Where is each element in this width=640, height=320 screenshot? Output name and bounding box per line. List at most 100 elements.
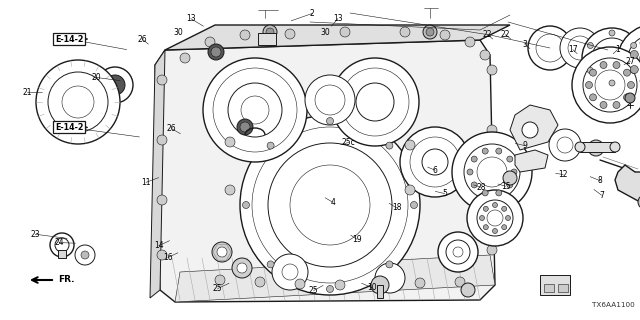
Circle shape <box>386 261 393 268</box>
Circle shape <box>75 245 95 265</box>
Text: 20: 20 <box>91 73 101 82</box>
Circle shape <box>217 247 227 257</box>
Circle shape <box>630 43 637 49</box>
Polygon shape <box>175 255 495 302</box>
Circle shape <box>467 169 473 175</box>
Circle shape <box>267 142 274 149</box>
Circle shape <box>455 277 465 287</box>
Circle shape <box>212 242 232 262</box>
Text: FR.: FR. <box>58 276 74 284</box>
Circle shape <box>225 185 235 195</box>
Circle shape <box>415 278 425 288</box>
Text: 26: 26 <box>166 124 177 133</box>
Circle shape <box>272 254 308 290</box>
Circle shape <box>205 37 215 47</box>
Circle shape <box>240 30 250 40</box>
Circle shape <box>438 232 478 272</box>
Circle shape <box>203 58 307 162</box>
Text: 22: 22 <box>483 30 492 39</box>
Polygon shape <box>155 40 495 302</box>
Circle shape <box>157 75 167 85</box>
Circle shape <box>282 264 298 280</box>
Circle shape <box>208 44 224 60</box>
Circle shape <box>638 195 640 209</box>
Circle shape <box>477 157 507 187</box>
Circle shape <box>97 67 133 103</box>
Circle shape <box>225 137 235 147</box>
Circle shape <box>487 65 497 75</box>
Circle shape <box>157 250 167 260</box>
Circle shape <box>266 28 274 36</box>
Circle shape <box>477 200 513 236</box>
Circle shape <box>549 129 581 161</box>
Circle shape <box>625 93 635 103</box>
Text: 9: 9 <box>522 141 527 150</box>
Circle shape <box>522 122 538 138</box>
Circle shape <box>480 50 490 60</box>
Circle shape <box>36 60 120 144</box>
Circle shape <box>487 125 497 135</box>
Text: 12: 12 <box>559 170 568 179</box>
Polygon shape <box>515 150 548 172</box>
Circle shape <box>560 28 600 68</box>
Text: 25: 25 <box>212 284 223 293</box>
Text: 7: 7 <box>599 191 604 200</box>
Text: 13: 13 <box>333 14 343 23</box>
Circle shape <box>232 258 252 278</box>
Circle shape <box>613 61 620 68</box>
Circle shape <box>507 182 513 188</box>
Circle shape <box>50 233 74 257</box>
Circle shape <box>600 61 607 68</box>
Circle shape <box>375 279 385 289</box>
Circle shape <box>575 142 585 152</box>
Circle shape <box>613 101 620 108</box>
Circle shape <box>81 251 89 259</box>
Text: 30: 30 <box>173 28 183 37</box>
Polygon shape <box>510 105 558 150</box>
Text: 24: 24 <box>54 238 64 247</box>
Text: 16: 16 <box>163 253 173 262</box>
Text: 17: 17 <box>568 45 578 54</box>
Circle shape <box>335 280 345 290</box>
Circle shape <box>630 66 638 74</box>
Text: 10: 10 <box>367 284 378 292</box>
Circle shape <box>55 238 69 252</box>
Circle shape <box>180 53 190 63</box>
Circle shape <box>375 263 405 293</box>
Circle shape <box>213 68 297 152</box>
Circle shape <box>440 30 450 40</box>
Circle shape <box>386 142 393 149</box>
Polygon shape <box>150 50 165 298</box>
Text: 22: 22 <box>501 30 510 39</box>
Text: 19: 19 <box>352 235 362 244</box>
Circle shape <box>340 27 350 37</box>
Bar <box>544 284 554 292</box>
Circle shape <box>639 46 640 78</box>
Circle shape <box>371 276 389 294</box>
Circle shape <box>461 283 475 297</box>
Circle shape <box>617 24 640 100</box>
Circle shape <box>471 156 477 162</box>
Circle shape <box>600 101 607 108</box>
Circle shape <box>405 140 415 150</box>
Circle shape <box>400 127 470 197</box>
Text: E-14-2: E-14-2 <box>55 35 83 44</box>
Circle shape <box>502 225 507 230</box>
Circle shape <box>405 185 415 195</box>
Circle shape <box>356 83 394 121</box>
Circle shape <box>453 247 463 257</box>
Circle shape <box>623 69 630 76</box>
Text: 14: 14 <box>154 241 164 250</box>
Circle shape <box>595 70 625 100</box>
Circle shape <box>588 140 604 156</box>
Circle shape <box>422 149 448 175</box>
Text: 28: 28 <box>477 183 486 192</box>
Bar <box>580 142 615 152</box>
Circle shape <box>211 47 221 57</box>
Polygon shape <box>615 165 640 202</box>
Circle shape <box>290 165 370 245</box>
Text: 27: 27 <box>625 57 636 66</box>
Circle shape <box>326 285 333 292</box>
Circle shape <box>240 122 250 132</box>
Text: 6: 6 <box>433 166 438 175</box>
